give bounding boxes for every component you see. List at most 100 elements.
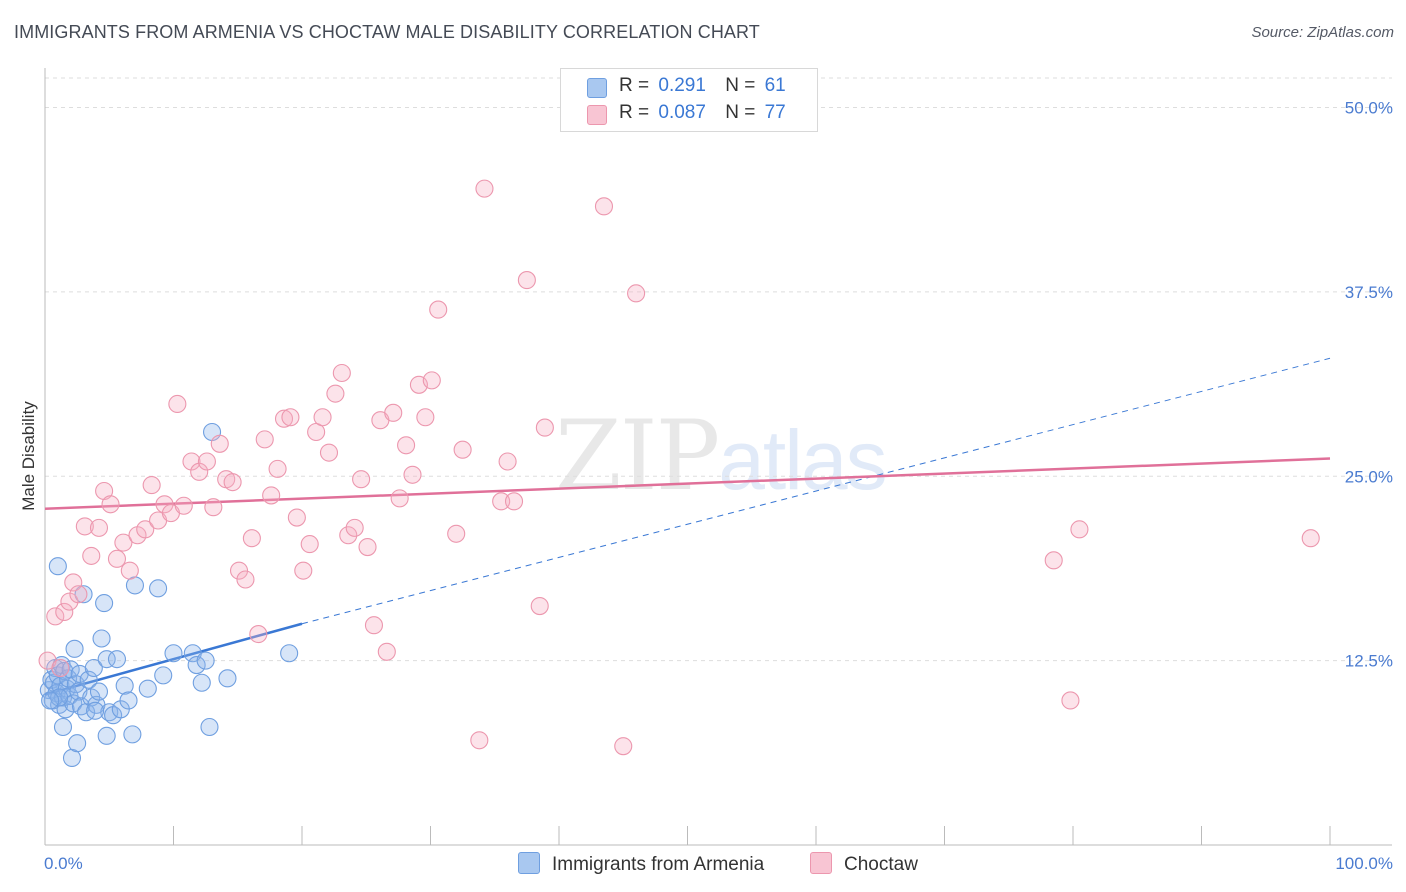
point-armenia xyxy=(164,644,183,663)
x-tick-label: 0.0% xyxy=(44,854,83,873)
legend-r-value: 0.291 xyxy=(658,75,706,96)
point-choctaw xyxy=(530,596,549,616)
point-choctaw xyxy=(517,271,536,290)
point-armenia xyxy=(92,629,111,648)
point-armenia xyxy=(95,594,114,613)
bottom-legend-label-armenia: Immigrants from Armenia xyxy=(552,854,765,875)
x-tick-label: 100.0% xyxy=(1335,854,1393,873)
point-choctaw xyxy=(397,436,416,455)
point-choctaw xyxy=(416,408,435,427)
legend-n-value: 77 xyxy=(764,102,786,123)
point-choctaw xyxy=(319,443,339,462)
point-choctaw xyxy=(229,561,249,580)
point-armenia xyxy=(97,726,116,745)
point-armenia xyxy=(86,701,105,720)
point-choctaw xyxy=(46,607,65,626)
trend-line-armenia xyxy=(44,622,303,696)
point-choctaw xyxy=(403,465,422,484)
point-choctaw xyxy=(107,549,127,568)
trend-line-armenia-extension xyxy=(301,357,1331,625)
watermark-atlas: atlas xyxy=(718,413,887,507)
point-choctaw xyxy=(1070,520,1089,539)
point-choctaw xyxy=(82,546,101,565)
point-choctaw xyxy=(249,625,268,644)
point-choctaw xyxy=(182,452,201,471)
y-tick-label: 37.5% xyxy=(1345,283,1393,302)
point-armenia xyxy=(218,669,237,688)
legend-n-value: 61 xyxy=(764,75,786,96)
bottom-legend-label-choctaw: Choctaw xyxy=(844,854,918,875)
point-choctaw xyxy=(120,561,139,580)
legend-r-label: R = xyxy=(619,75,650,96)
legend-n-label: N = xyxy=(725,102,756,123)
point-choctaw xyxy=(155,495,174,514)
point-choctaw xyxy=(69,585,88,604)
point-choctaw xyxy=(168,394,187,414)
point-choctaw xyxy=(326,384,345,403)
point-choctaw xyxy=(1044,551,1063,570)
axes xyxy=(44,68,1392,846)
y-axis-label: Male Disability xyxy=(19,401,38,511)
point-choctaw xyxy=(197,452,216,471)
point-choctaw xyxy=(75,517,94,536)
point-choctaw xyxy=(614,737,633,756)
point-choctaw xyxy=(204,498,223,517)
point-choctaw xyxy=(242,529,261,548)
legend-n-label: N = xyxy=(725,75,756,96)
point-choctaw xyxy=(262,486,281,505)
point-choctaw xyxy=(498,452,517,471)
point-armenia xyxy=(41,691,60,710)
point-armenia xyxy=(84,658,103,678)
point-choctaw xyxy=(274,409,294,428)
point-choctaw xyxy=(422,371,441,390)
tick-labels: 12.5% 25.0% 37.5% 50.0% 0.0% 100.0% Male Disab… xyxy=(19,99,1393,874)
point-armenia xyxy=(107,650,127,669)
point-armenia xyxy=(196,651,215,670)
point-choctaw xyxy=(447,524,466,543)
point-choctaw xyxy=(210,434,229,453)
point-choctaw xyxy=(89,518,109,537)
point-armenia xyxy=(48,557,67,576)
point-choctaw xyxy=(1301,529,1320,548)
data-points xyxy=(38,179,1320,768)
point-choctaw xyxy=(142,476,161,495)
trend-line-choctaw xyxy=(44,457,1331,510)
point-armenia xyxy=(187,655,206,675)
point-armenia xyxy=(149,579,168,598)
point-choctaw xyxy=(594,197,614,216)
point-choctaw xyxy=(475,179,494,198)
point-armenia xyxy=(53,717,73,737)
chart-source: Source: ZipAtlas.com xyxy=(1251,24,1394,41)
point-choctaw xyxy=(300,535,319,554)
watermark: ZIPatlas xyxy=(555,400,888,512)
point-choctaw xyxy=(470,731,489,750)
point-armenia xyxy=(138,679,157,698)
bottom-legend-swatch-armenia xyxy=(518,852,540,874)
point-choctaw xyxy=(60,592,79,611)
point-armenia xyxy=(74,585,93,604)
point-choctaw xyxy=(101,495,120,514)
watermark-zip: ZIP xyxy=(555,400,720,512)
point-armenia xyxy=(200,717,219,737)
point-choctaw xyxy=(358,537,377,557)
point-choctaw xyxy=(627,284,646,303)
chart-title: IMMIGRANTS FROM ARMENIA VS CHOCTAW MALE … xyxy=(14,22,760,42)
point-choctaw xyxy=(429,300,448,319)
point-choctaw xyxy=(236,570,255,589)
bottom-legend-swatch-choctaw xyxy=(810,852,832,874)
trend-lines xyxy=(44,357,1331,696)
bottom-legend-choctaw: Choctaw xyxy=(810,852,918,876)
y-tick-label: 12.5% xyxy=(1345,652,1393,671)
point-armenia xyxy=(280,644,299,663)
legend-swatch-choctaw xyxy=(587,105,607,125)
point-choctaw xyxy=(114,533,133,552)
point-choctaw xyxy=(352,470,371,489)
legend: R = 0.291 N = 61 R = 0.087 N = 77 xyxy=(560,68,818,132)
point-choctaw xyxy=(1061,691,1080,710)
point-armenia xyxy=(65,639,84,658)
point-choctaw xyxy=(55,602,74,622)
point-choctaw xyxy=(492,492,511,511)
point-choctaw xyxy=(64,573,83,592)
point-choctaw xyxy=(377,642,396,661)
